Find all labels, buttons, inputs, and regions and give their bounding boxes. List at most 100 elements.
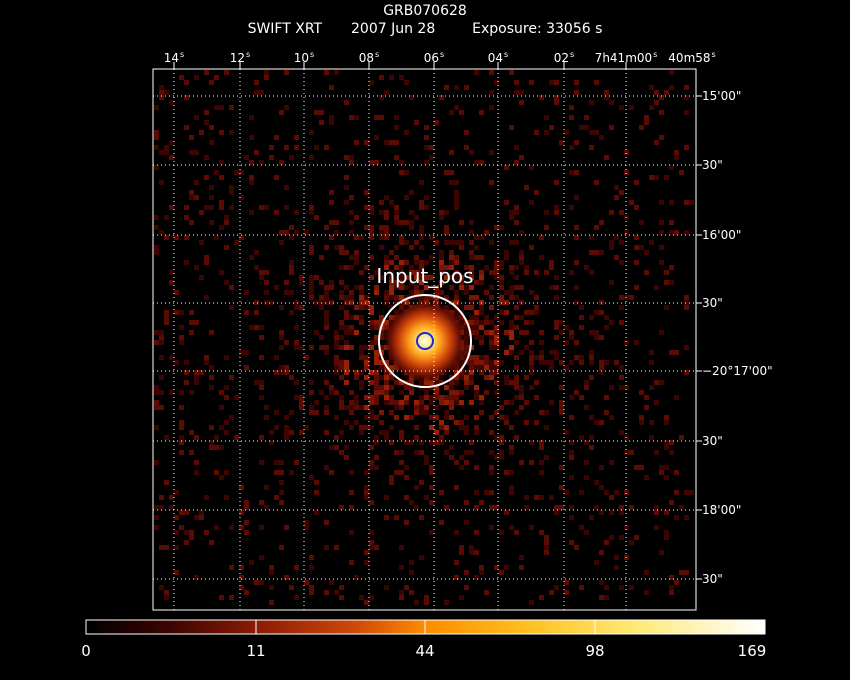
photon-pixel: [589, 250, 594, 255]
photon-pixel: [194, 115, 199, 120]
photon-pixel: [334, 545, 339, 550]
photon-pixel: [379, 245, 384, 250]
photon-pixel: [449, 240, 454, 245]
photon-pixel: [309, 280, 314, 285]
photon-pixel: [279, 460, 284, 465]
photon-pixel: [564, 365, 569, 370]
photon-pixel: [469, 375, 474, 380]
photon-pixel: [289, 430, 294, 435]
photon-pixel: [619, 510, 624, 515]
photon-pixel: [154, 105, 159, 110]
photon-pixel: [479, 400, 484, 405]
photon-pixel: [174, 490, 179, 495]
photon-pixel: [214, 75, 219, 80]
photon-pixel: [519, 350, 524, 355]
photon-pixel: [319, 110, 324, 115]
photon-pixel: [614, 185, 619, 190]
photon-pixel: [154, 145, 159, 150]
photon-pixel: [209, 375, 214, 380]
photon-pixel: [479, 565, 484, 570]
photon-pixel: [329, 390, 334, 395]
photon-pixel: [504, 380, 509, 385]
photon-pixel: [489, 90, 494, 95]
photon-pixel: [509, 380, 514, 385]
photon-pixel: [489, 370, 494, 375]
photon-pixel: [629, 105, 634, 110]
photon-pixel: [409, 570, 414, 575]
dec-tick-label: 30": [702, 296, 723, 310]
photon-pixel: [514, 205, 519, 210]
photon-pixel: [489, 415, 494, 420]
photon-pixel: [259, 270, 264, 275]
photon-pixel: [464, 305, 469, 310]
photon-pixel: [529, 385, 534, 390]
photon-pixel: [669, 590, 674, 595]
photon-pixel: [629, 200, 634, 205]
photon-pixel: [479, 395, 484, 400]
photon-pixel: [439, 265, 444, 270]
photon-pixel: [354, 285, 359, 290]
colorbar-label: 169: [737, 642, 767, 660]
photon-pixel: [529, 600, 534, 605]
photon-pixel: [154, 130, 159, 135]
photon-pixel: [399, 160, 404, 165]
photon-pixel: [459, 465, 464, 470]
photon-pixel: [619, 295, 624, 300]
photon-pixel: [559, 485, 564, 490]
photon-pixel: [244, 350, 249, 355]
photon-pixel: [309, 590, 314, 595]
photon-pixel: [554, 275, 559, 280]
photon-pixel: [269, 570, 274, 575]
photon-pixel: [349, 230, 354, 235]
photon-pixel: [309, 290, 314, 295]
photon-pixel: [184, 260, 189, 265]
photon-pixel: [424, 595, 429, 600]
photon-pixel: [439, 400, 444, 405]
photon-pixel: [204, 175, 209, 180]
photon-pixel: [499, 275, 504, 280]
photon-pixel: [309, 390, 314, 395]
photon-pixel: [659, 245, 664, 250]
photon-pixel: [194, 195, 199, 200]
photon-pixel: [564, 340, 569, 345]
photon-pixel: [464, 570, 469, 575]
photon-pixel: [294, 565, 299, 570]
photon-pixel: [254, 310, 259, 315]
photon-pixel: [314, 400, 319, 405]
photon-pixel: [249, 135, 254, 140]
photon-pixel: [284, 425, 289, 430]
photon-pixel: [369, 500, 374, 505]
photon-pixel: [404, 195, 409, 200]
photon-pixel: [504, 250, 509, 255]
photon-pixel: [644, 570, 649, 575]
photon-pixel: [684, 305, 689, 310]
photon-pixel: [219, 175, 224, 180]
photon-pixel: [384, 195, 389, 200]
photon-pixel: [289, 265, 294, 270]
photon-pixel: [264, 280, 269, 285]
photon-pixel: [644, 395, 649, 400]
photon-pixel: [404, 395, 409, 400]
photon-pixel: [324, 520, 329, 525]
photon-pixel: [384, 300, 389, 305]
photon-pixel: [399, 220, 404, 225]
photon-pixel: [484, 590, 489, 595]
photon-pixel: [514, 325, 519, 330]
photon-pixel: [179, 425, 184, 430]
photon-pixel: [339, 405, 344, 410]
photon-pixel: [154, 400, 159, 405]
photon-pixel: [654, 100, 659, 105]
photon-pixel: [599, 220, 604, 225]
photon-pixel: [439, 215, 444, 220]
photon-pixel: [659, 465, 664, 470]
photon-pixel: [529, 245, 534, 250]
photon-pixel: [539, 95, 544, 100]
photon-pixel: [589, 445, 594, 450]
photon-pixel: [589, 235, 594, 240]
photon-pixel: [449, 255, 454, 260]
photon-pixel: [469, 230, 474, 235]
photon-pixel: [464, 585, 469, 590]
photon-pixel: [219, 105, 224, 110]
photon-pixel: [239, 525, 244, 530]
photon-pixel: [249, 210, 254, 215]
